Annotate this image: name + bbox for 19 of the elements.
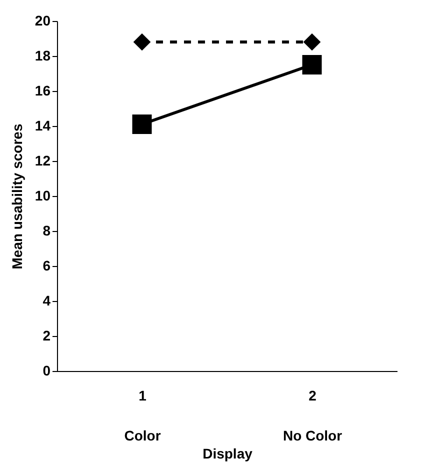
y-tick-label: 14: [34, 118, 51, 134]
y-tick-label: 12: [34, 152, 51, 168]
point: [302, 55, 322, 74]
category-label: 2 No Color: [282, 388, 342, 444]
y-tick-label: 16: [34, 82, 51, 98]
x-axis-title: Display: [202, 446, 253, 462]
y-tick-label: 18: [34, 48, 51, 64]
point: [132, 114, 152, 134]
y-tick-label: 0: [42, 362, 51, 378]
y-tick-label: 20: [34, 12, 51, 28]
y-tick-label: 6: [42, 258, 51, 274]
category-label: 1 Color: [124, 388, 161, 444]
y-tick-label: 4: [42, 292, 51, 308]
y-tick-label: 8: [42, 222, 51, 238]
point: [303, 33, 321, 51]
y-tick-label: 10: [34, 188, 51, 204]
y-tick-label: 2: [42, 328, 51, 344]
point: [133, 33, 151, 51]
y-axis-title: Mean usability scores: [8, 124, 25, 270]
